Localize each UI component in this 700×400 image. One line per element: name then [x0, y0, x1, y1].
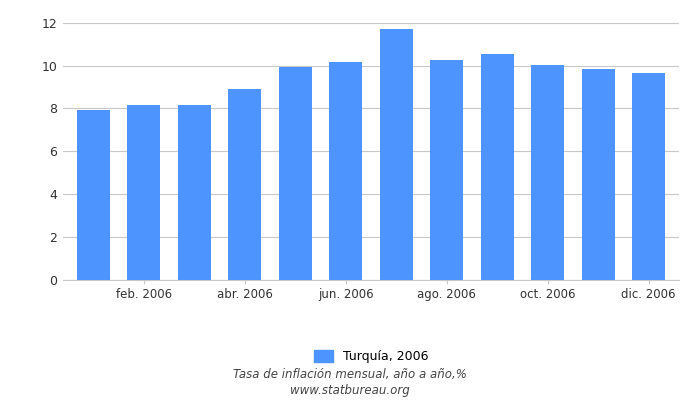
Bar	[228, 88, 261, 280]
Text: www.statbureau.org: www.statbureau.org	[290, 384, 410, 397]
Bar	[481, 54, 514, 280]
Text: Tasa de inflación mensual, año a año,%: Tasa de inflación mensual, año a año,%	[233, 368, 467, 381]
Bar	[178, 105, 211, 280]
Bar	[77, 110, 110, 280]
Bar	[582, 69, 615, 280]
Bar	[329, 62, 362, 280]
Bar	[127, 105, 160, 280]
Bar	[430, 60, 463, 280]
Bar	[632, 73, 665, 280]
Bar	[279, 67, 312, 280]
Bar	[531, 65, 564, 280]
Bar	[380, 29, 413, 280]
Legend: Turquía, 2006: Turquía, 2006	[309, 345, 433, 368]
